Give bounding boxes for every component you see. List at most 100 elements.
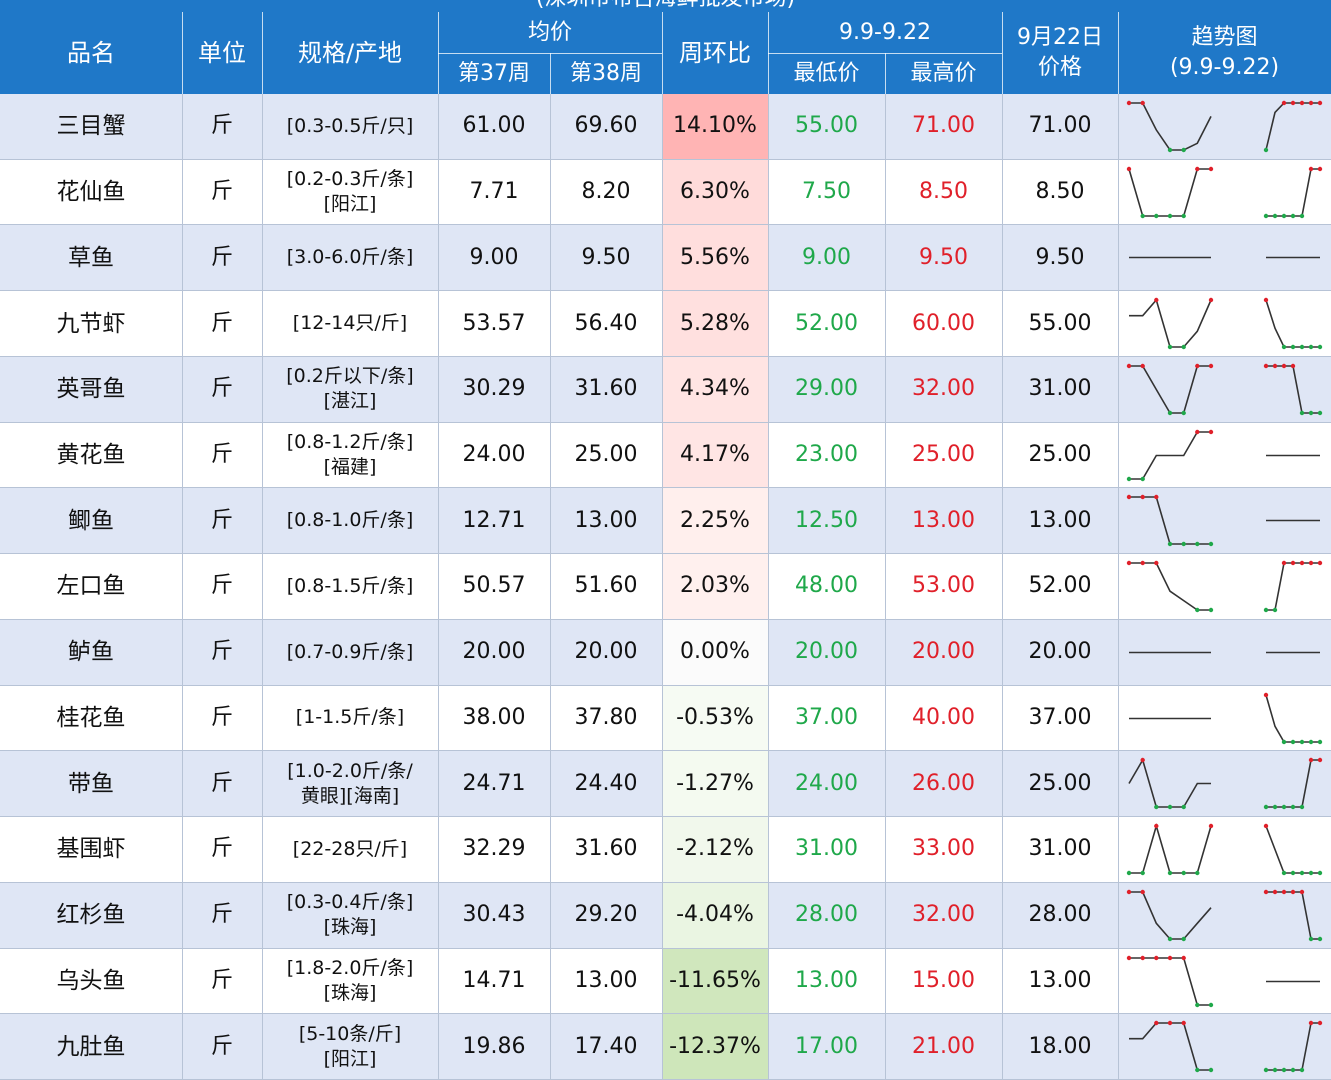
header-trend-range: (9.9-9.22) <box>1169 55 1280 80</box>
trend-line <box>1265 102 1320 151</box>
cell-unit: 斤 <box>210 902 233 928</box>
trend-sparkline <box>1257 291 1329 356</box>
spec-origin: [福建] <box>323 456 377 479</box>
cell-unit: 斤 <box>210 442 233 468</box>
trend-max-marker <box>1208 823 1214 829</box>
trend-max-marker <box>1263 363 1269 369</box>
trend-min-marker <box>1263 213 1269 218</box>
sparkline-svg <box>1266 520 1320 522</box>
cell-high: 8.50 <box>919 179 968 205</box>
header-divider <box>768 12 769 94</box>
trend-min-marker <box>1208 542 1214 547</box>
trend-min-marker <box>1299 739 1305 744</box>
table-body: 三目蟹斤 [0.3-0.5斤/只] 61.00 69.60 14.10% 55.00 71.… <box>0 94 1331 1080</box>
trend-min-marker <box>1181 213 1186 218</box>
cell-wow: -11.65% <box>662 948 768 1014</box>
cell-w37: 9.00 <box>469 244 519 270</box>
trend-sparkline <box>1120 291 1220 356</box>
trend-max-marker <box>1195 363 1200 369</box>
cell-spec: [0.3-0.4斤/条] [珠海] <box>262 883 438 948</box>
cell-wow: 4.34% <box>662 356 768 422</box>
trend-max-marker <box>1208 297 1214 303</box>
sparkline-svg <box>1263 1021 1323 1073</box>
cell-w37: 19.86 <box>462 1033 526 1059</box>
table-row: 九节虾 斤 [12-14只/斤] 53.57 56.40 5.28% 52.00 60.00 5… <box>0 291 1331 357</box>
cell-name: 鲈鱼 <box>68 639 114 666</box>
trend-max-marker <box>1208 363 1214 369</box>
trend-min-marker <box>1167 805 1173 810</box>
column-divider <box>550 94 551 1080</box>
spec-line: [1-1.5斤/条] <box>295 706 405 729</box>
cell-w37: 24.71 <box>462 770 526 796</box>
trend-max-marker <box>1263 823 1269 829</box>
cell-high: 32.00 <box>912 376 975 402</box>
cell-low: 31.00 <box>795 836 858 862</box>
trend-max-marker <box>1140 560 1145 566</box>
trend-min-marker <box>1272 1068 1278 1073</box>
trend-max-marker <box>1317 166 1323 171</box>
column-divider <box>768 94 769 1080</box>
trend-min-marker <box>1308 870 1314 876</box>
sparkline-svg <box>1263 363 1323 416</box>
trend-min-marker <box>1181 542 1186 547</box>
sparkline-svg <box>1126 560 1214 613</box>
cell-spec: [0.8-1.5斤/条] <box>262 554 438 619</box>
trend-max-marker <box>1126 889 1132 894</box>
spec-line: [0.8-1.0斤/条] <box>286 509 414 532</box>
trend-min-marker <box>1290 1068 1296 1073</box>
trend-min-marker <box>1308 410 1314 416</box>
cell-wow: 2.03% <box>662 554 768 619</box>
cell-w38: 69.60 <box>574 113 638 139</box>
cell-unit: 斤 <box>210 244 233 270</box>
trend-sparkline <box>1120 1014 1220 1079</box>
sparkline-svg <box>1128 758 1211 810</box>
trend-line <box>1265 694 1320 743</box>
trend-max-marker <box>1308 166 1314 171</box>
table-row: 九肚鱼 斤 [5-10条/斤] [阳江] 19.86 17.40 -12.37% 17.00 2… <box>0 1014 1331 1080</box>
trend-sparkline <box>1257 751 1329 816</box>
trend-min-marker <box>1281 1068 1287 1073</box>
trend-max-marker <box>1263 297 1269 303</box>
sparkline-svg <box>1129 1021 1214 1073</box>
sparkline-svg <box>1263 297 1323 350</box>
table-row: 三目蟹 斤 [0.3-0.5斤/只] 61.00 69.60 14.10% 55.00 71.… <box>0 94 1331 160</box>
trend-min-marker <box>1208 607 1214 613</box>
spec-line: [0.2-0.3斤/条] <box>286 168 414 191</box>
trend-min-marker <box>1167 213 1173 218</box>
trend-min-marker <box>1263 607 1269 613</box>
trend-max-marker <box>1208 429 1214 434</box>
trend-min-marker <box>1263 805 1269 810</box>
cell-high: 13.00 <box>912 507 975 533</box>
trend-min-marker <box>1167 410 1173 416</box>
cell-name: 三目蟹 <box>56 113 126 140</box>
header-week38: 第38周 <box>570 60 642 86</box>
cell-unit: 斤 <box>210 376 233 402</box>
spec-line: [0.3-0.5斤/只] <box>286 114 414 137</box>
trend-line <box>1266 365 1320 414</box>
trend-min-marker <box>1167 542 1173 547</box>
trend-line <box>1266 167 1320 217</box>
trend-min-marker <box>1181 344 1186 350</box>
table-title-strip: (深圳市布吉海鲜批发市场) <box>0 0 1331 12</box>
cell-w37: 12.71 <box>462 507 526 533</box>
table-row: 草鱼 斤 [3.0-6.0斤/条] 9.00 9.50 5.56% 9.00 9.50 9.50 <box>0 225 1331 292</box>
cell-wow: 4.17% <box>662 422 768 488</box>
trend-sparkline <box>1257 94 1329 159</box>
trend-max-marker <box>1140 955 1145 960</box>
table-row: 桂花鱼 斤 [1-1.5斤/条] 38.00 37.80 -0.53% 37.00 40.00… <box>0 685 1331 752</box>
trend-min-marker <box>1140 870 1145 876</box>
cell-unit: 斤 <box>210 639 233 665</box>
trend-min-marker <box>1195 1002 1200 1007</box>
column-divider <box>1118 94 1119 1080</box>
trend-min-marker <box>1181 410 1186 416</box>
trend-min-marker <box>1272 213 1278 218</box>
trend-min-marker <box>1317 739 1323 744</box>
trend-min-marker <box>1299 410 1305 416</box>
cell-current: 25.00 <box>1028 442 1092 468</box>
cell-current: 71.00 <box>1028 113 1092 139</box>
trend-min-marker <box>1317 936 1323 941</box>
header-divider <box>182 12 183 94</box>
trend-min-marker <box>1299 344 1305 350</box>
trend-min-marker <box>1299 1068 1305 1073</box>
